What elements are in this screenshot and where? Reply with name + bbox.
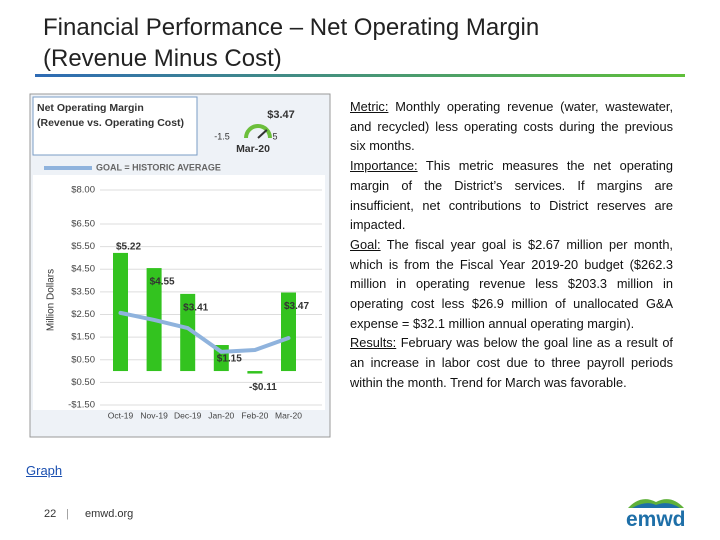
gauge-max: 5 [272,131,277,141]
chart-header-box [32,96,198,156]
paragraph-heading: Results: [350,335,397,351]
y-tick-label: $1.50 [71,332,95,343]
chart-title: Net Operating Margin [37,102,144,114]
y-tick-label: -$1.50 [68,400,95,411]
paragraph: Results: February was below the goal lin… [350,333,673,392]
gauge-arc [244,124,272,139]
y-tick-label: $6.50 [71,218,95,229]
paragraph: Importance: This metric measures the net… [350,156,673,235]
value-label: $3.47 [284,301,309,312]
paragraph-heading: Metric: [350,99,389,114]
title-line: (Revenue Minus Cost) [43,45,282,72]
paragraph-heading: Goal: [350,236,381,252]
logo-mark [628,499,684,508]
paragraph-text: February was below the goal line as a re… [350,335,673,390]
paragraph-text: The fiscal year goal is $2.67 million pe… [350,236,673,331]
y-axis-label: Million Dollars [46,269,57,331]
chart-title: (Revenue vs. Operating Cost) [37,117,184,129]
gauge-period: Mar-20 [236,143,270,155]
title-rule [35,74,685,77]
x-tick-label: Oct-19 [108,410,134,420]
slide-title: Financial Performance – Net Operating Ma… [43,12,539,74]
bar [281,292,296,372]
value-label: $1.15 [217,354,242,365]
separator: | [66,508,69,520]
x-tick-label: Feb-20 [241,410,268,420]
site: emwd.org [85,508,134,520]
paragraph: Metric: Monthly operating revenue (water… [350,97,673,156]
value-label: $3.41 [183,303,208,314]
graph-link[interactable]: Graph [26,463,63,478]
y-tick-label: $3.50 [71,286,95,297]
y-tick-label: $2.50 [71,309,95,320]
logo: emwd [626,499,686,532]
goal-line [118,310,291,354]
y-tick-label: $0.50 [71,377,95,388]
value-label: -$0.11 [249,382,277,393]
x-tick-label: Dec-19 [174,410,202,420]
description: Metric: Monthly operating revenue (water… [350,97,673,393]
paragraph-text: This metric measures the net operating m… [350,158,673,233]
x-tick-label: Nov-19 [140,410,168,420]
gauge-value: $3.47 [267,109,295,121]
gauge-min: -1.5 [214,131,230,141]
y-tick-label: $8.00 [71,185,95,196]
logo-text: emwd [626,508,686,531]
gauge-needle [257,129,268,139]
y-tick-label: $4.50 [71,264,95,275]
paragraph-text: Monthly operating revenue (water, wastew… [350,99,673,154]
y-tick-label: $0.50 [71,354,95,365]
value-label: $4.55 [150,277,175,288]
paragraph-heading: Importance: [350,158,418,174]
x-tick-label: Mar-20 [275,410,302,420]
plot-area [33,175,325,410]
value-label: $5.22 [116,242,141,253]
x-tick-label: Jan-20 [208,410,234,420]
bar [247,371,263,374]
page-number: 22 [44,508,57,520]
y-tick-label: $5.50 [71,241,95,252]
paragraph: Goal: The fiscal year goal is $2.67 mill… [350,235,673,334]
title-line: Financial Performance – Net Operating Ma… [43,14,540,41]
legend-label: GOAL = HISTORIC AVERAGE [96,162,221,172]
bar [180,293,196,372]
